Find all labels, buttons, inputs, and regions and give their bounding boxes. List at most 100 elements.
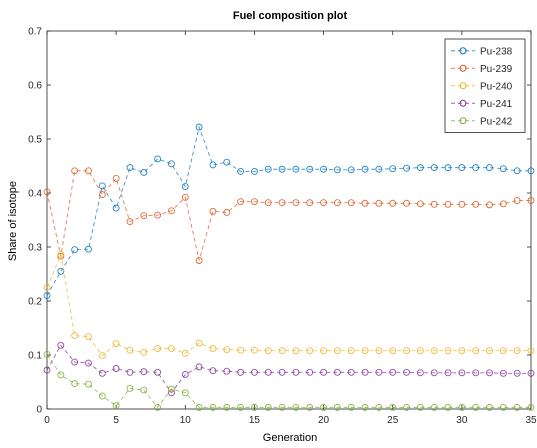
data-point-pu-240 bbox=[347, 347, 355, 355]
data-point-pu-240 bbox=[57, 251, 65, 259]
data-point-pu-239 bbox=[430, 200, 438, 208]
legend-item-pu-241: Pu-241 bbox=[451, 99, 513, 110]
data-point-pu-238 bbox=[333, 166, 341, 174]
data-point-pu-242 bbox=[278, 403, 286, 411]
data-point-pu-238 bbox=[98, 182, 106, 190]
data-point-pu-238 bbox=[389, 165, 397, 173]
x-tick-label: 30 bbox=[456, 415, 468, 426]
axes-box bbox=[46, 30, 532, 410]
data-point-pu-242 bbox=[154, 403, 162, 411]
data-point-pu-238 bbox=[43, 292, 51, 300]
data-point-pu-241 bbox=[85, 359, 92, 367]
data-point-pu-240 bbox=[499, 347, 507, 355]
data-point-pu-241 bbox=[223, 367, 231, 375]
data-point-pu-241 bbox=[292, 368, 300, 376]
data-point-pu-240 bbox=[375, 347, 383, 355]
data-point-pu-238 bbox=[306, 165, 314, 173]
data-point-pu-241 bbox=[375, 368, 383, 376]
data-point-pu-241 bbox=[140, 368, 148, 376]
data-point-pu-241 bbox=[154, 368, 162, 376]
data-point-pu-238 bbox=[112, 204, 120, 212]
series-pu-239 bbox=[43, 167, 535, 264]
data-point-pu-239 bbox=[98, 191, 106, 199]
data-point-pu-238 bbox=[499, 165, 507, 173]
data-point-pu-239 bbox=[444, 200, 452, 208]
y-tick-label: 0.2 bbox=[28, 297, 42, 308]
x-tick-label: 5 bbox=[113, 415, 119, 426]
data-point-pu-241 bbox=[209, 367, 217, 375]
series-line-pu-238 bbox=[46, 125, 531, 296]
data-point-pu-242 bbox=[57, 371, 65, 379]
data-point-pu-241 bbox=[264, 368, 272, 376]
legend-item-pu-238: Pu-238 bbox=[451, 46, 513, 57]
data-point-pu-241 bbox=[112, 365, 120, 372]
data-point-pu-241 bbox=[416, 369, 424, 377]
data-point-pu-240 bbox=[195, 339, 203, 347]
y-tick-label: 0.7 bbox=[28, 27, 42, 38]
legend-marker-pu-239 bbox=[459, 64, 467, 72]
data-point-pu-238 bbox=[444, 164, 452, 172]
legend-label-pu-238: Pu-238 bbox=[480, 46, 513, 57]
data-point-pu-241 bbox=[181, 370, 189, 378]
data-point-pu-241 bbox=[361, 368, 369, 376]
series-line-pu-239 bbox=[46, 170, 531, 261]
y-tick-label: 0 bbox=[36, 405, 42, 416]
data-point-pu-240 bbox=[237, 346, 245, 354]
data-point-pu-240 bbox=[416, 347, 424, 355]
data-point-pu-239 bbox=[43, 188, 51, 196]
data-point-pu-242 bbox=[361, 403, 369, 411]
data-point-pu-239 bbox=[375, 199, 383, 207]
data-point-pu-239 bbox=[416, 200, 424, 208]
legend-marker-pu-240 bbox=[459, 82, 467, 90]
data-point-pu-238 bbox=[140, 169, 148, 176]
data-point-pu-242 bbox=[499, 403, 507, 411]
data-point-pu-242 bbox=[195, 403, 203, 411]
data-point-pu-241 bbox=[126, 368, 134, 376]
data-point-pu-238 bbox=[250, 167, 258, 175]
data-point-pu-240 bbox=[292, 347, 300, 355]
data-point-pu-239 bbox=[292, 199, 300, 207]
data-point-pu-241 bbox=[389, 368, 397, 376]
data-point-pu-238 bbox=[264, 165, 272, 173]
data-point-pu-238 bbox=[278, 165, 286, 173]
data-point-pu-241 bbox=[195, 363, 203, 371]
data-point-pu-238 bbox=[458, 164, 466, 172]
data-point-pu-240 bbox=[486, 347, 493, 355]
legend-label-pu-241: Pu-241 bbox=[480, 99, 513, 110]
data-point-pu-242 bbox=[444, 403, 452, 411]
data-point-pu-238 bbox=[403, 164, 410, 172]
legend-marker-pu-238 bbox=[459, 47, 467, 55]
data-point-pu-239 bbox=[264, 199, 272, 207]
y-tick-label: 0.6 bbox=[28, 81, 42, 92]
data-point-pu-240 bbox=[264, 347, 272, 355]
data-point-pu-240 bbox=[112, 340, 120, 348]
series-line-pu-242 bbox=[46, 354, 531, 409]
data-point-pu-242 bbox=[43, 351, 51, 358]
data-point-pu-238 bbox=[320, 165, 328, 173]
y-axis-label: Share of isotope bbox=[7, 181, 19, 261]
data-point-pu-240 bbox=[71, 332, 79, 340]
series-pu-241 bbox=[43, 341, 535, 397]
series-pu-242 bbox=[43, 351, 535, 411]
data-point-pu-238 bbox=[85, 245, 92, 253]
legend-item-pu-240: Pu-240 bbox=[451, 81, 513, 92]
data-point-pu-238 bbox=[195, 123, 203, 131]
data-point-pu-240 bbox=[389, 347, 397, 355]
data-point-pu-240 bbox=[168, 345, 175, 352]
y-tick-label: 0.4 bbox=[28, 189, 42, 200]
x-tick-label: 20 bbox=[318, 415, 330, 426]
data-point-pu-239 bbox=[458, 200, 466, 208]
data-point-pu-240 bbox=[154, 345, 162, 352]
data-point-pu-238 bbox=[527, 167, 535, 175]
data-point-pu-240 bbox=[85, 333, 92, 341]
data-point-pu-241 bbox=[71, 358, 79, 366]
x-tick-label: 35 bbox=[525, 415, 537, 426]
data-point-pu-241 bbox=[430, 369, 438, 377]
data-point-pu-240 bbox=[278, 347, 286, 355]
data-point-pu-242 bbox=[71, 380, 79, 388]
data-point-pu-241 bbox=[57, 341, 65, 349]
data-point-pu-242 bbox=[430, 403, 438, 411]
data-point-pu-241 bbox=[250, 368, 258, 376]
data-point-pu-240 bbox=[361, 347, 369, 355]
